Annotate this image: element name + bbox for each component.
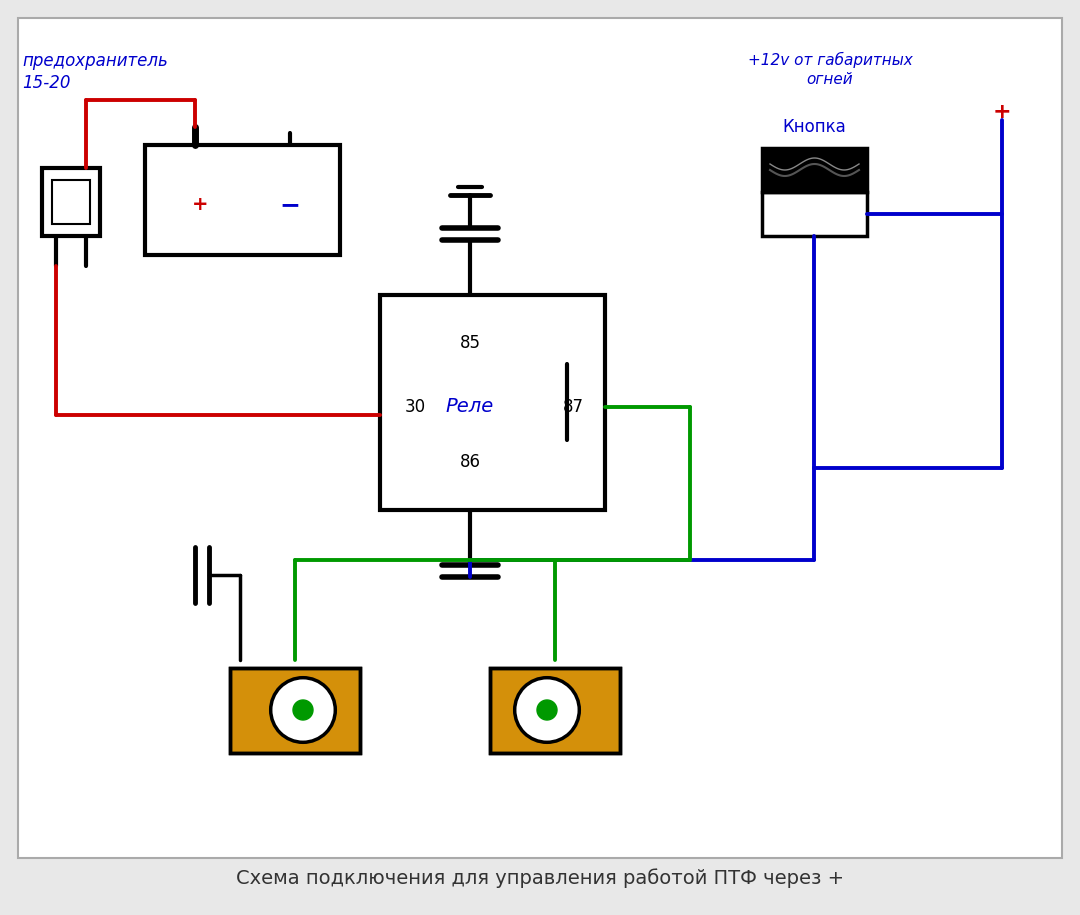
Text: −: − (280, 193, 300, 217)
Text: 87: 87 (563, 398, 583, 416)
Circle shape (515, 678, 579, 742)
Text: +: + (993, 102, 1011, 122)
Circle shape (293, 700, 313, 720)
Bar (42, 168, 100, 236)
Text: +12v от габаритных
огней: +12v от габаритных огней (747, 52, 913, 87)
Bar (230, 668, 360, 753)
Text: 86: 86 (459, 453, 481, 471)
Circle shape (271, 678, 335, 742)
Bar (230, 668, 360, 753)
Text: 85: 85 (459, 334, 481, 352)
Bar (762, 148, 867, 192)
Bar (762, 192, 867, 236)
Circle shape (537, 700, 557, 720)
Text: Кнопка: Кнопка (782, 118, 846, 136)
Bar (380, 295, 605, 510)
Bar (490, 668, 620, 753)
Bar (145, 145, 340, 255)
Text: Схема подключения для управления работой ПТФ через +: Схема подключения для управления работой… (235, 868, 845, 888)
Text: предохранитель
15-20: предохранитель 15-20 (22, 52, 167, 92)
Text: +: + (192, 196, 208, 214)
Text: Реле: Реле (446, 397, 495, 416)
Text: 30: 30 (404, 398, 426, 416)
Bar (52, 180, 90, 224)
Bar (490, 668, 620, 753)
